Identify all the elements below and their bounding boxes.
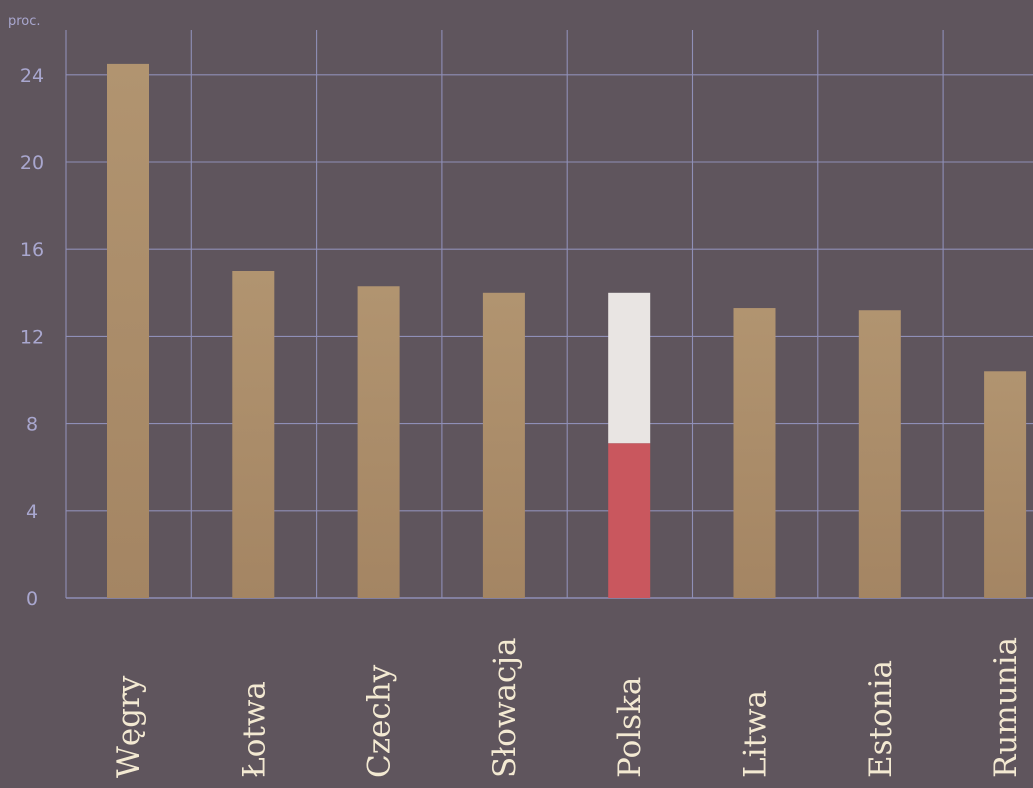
category-label: Litwa	[738, 690, 774, 778]
y-tick-label: 12	[20, 326, 44, 348]
category-label: Polska	[612, 677, 648, 778]
y-tick-label: 16	[20, 239, 44, 261]
category-label: Słowacja	[487, 638, 523, 778]
grid	[65, 30, 1033, 599]
y-tick-label: 8	[26, 414, 38, 436]
category-label: Łotwa	[236, 681, 272, 778]
category-label: Węgry	[111, 675, 147, 778]
category-label: Estonia	[863, 660, 899, 778]
bar	[107, 63, 149, 598]
bar	[984, 371, 1027, 598]
x-axis: Węgry Łotwa Czechy Słowacja Polska Litwa Eston…	[111, 637, 1024, 778]
y-tick-label: 24	[20, 65, 44, 87]
bar	[232, 271, 275, 598]
category-label: Rumunia	[988, 637, 1024, 778]
bar	[357, 286, 400, 598]
bar-segment-red	[608, 443, 651, 598]
y-axis-unit-label: proc.	[8, 14, 41, 29]
bars	[107, 63, 1027, 598]
bar	[482, 292, 525, 598]
y-tick-label: 20	[20, 152, 44, 174]
y-axis: proc. 0 4 8 12 16 20 24	[8, 14, 44, 610]
y-tick-label: 0	[26, 588, 38, 610]
bar	[733, 308, 776, 598]
bar-segment-white	[608, 292, 651, 444]
category-label: Czechy	[362, 664, 398, 778]
y-tick-label: 4	[26, 501, 38, 523]
bar	[858, 310, 901, 598]
